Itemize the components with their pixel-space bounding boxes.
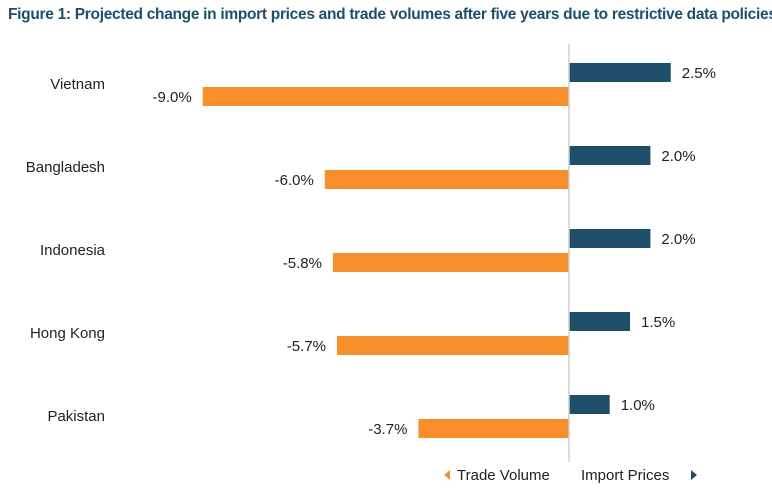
legend-trade-volume: Trade Volume bbox=[457, 467, 550, 484]
data-label-import-prices: 1.5% bbox=[641, 314, 675, 331]
data-label-trade-volume: -5.8% bbox=[283, 255, 322, 272]
data-label-import-prices: 2.0% bbox=[661, 231, 695, 248]
category-label: Bangladesh bbox=[26, 159, 105, 176]
data-label-import-prices: 2.0% bbox=[661, 148, 695, 165]
triangle-right-icon bbox=[691, 470, 697, 480]
category-label: Pakistan bbox=[47, 408, 105, 425]
bar-import-prices bbox=[569, 146, 651, 165]
category-label: Indonesia bbox=[40, 242, 106, 259]
bar-trade-volume bbox=[337, 336, 569, 355]
bars-group bbox=[202, 63, 671, 438]
bar-trade-volume bbox=[324, 170, 569, 189]
triangle-left-icon bbox=[444, 470, 450, 480]
data-label-trade-volume: -5.7% bbox=[287, 338, 326, 355]
category-label: Vietnam bbox=[50, 76, 105, 93]
bar-trade-volume bbox=[418, 419, 569, 438]
chart-title: Figure 1: Projected change in import pri… bbox=[8, 6, 772, 23]
data-label-trade-volume: -9.0% bbox=[153, 89, 192, 106]
bar-trade-volume bbox=[332, 253, 569, 272]
bar-import-prices bbox=[569, 312, 631, 331]
bar-trade-volume bbox=[202, 87, 569, 106]
bar-import-prices bbox=[569, 229, 651, 248]
data-label-import-prices: 2.5% bbox=[682, 65, 716, 82]
data-label-trade-volume: -3.7% bbox=[368, 421, 407, 438]
bar-import-prices bbox=[569, 63, 671, 82]
category-label: Hong Kong bbox=[30, 325, 105, 342]
legend: Trade Volume Import Prices bbox=[444, 467, 697, 484]
legend-import-prices: Import Prices bbox=[581, 467, 669, 484]
data-label-import-prices: 1.0% bbox=[621, 397, 655, 414]
data-label-trade-volume: -6.0% bbox=[275, 172, 314, 189]
bar-import-prices bbox=[569, 395, 610, 414]
labels-group: Vietnam 2.5% -9.0% Bangladesh 2.0% -6.0% Indon… bbox=[26, 65, 716, 438]
